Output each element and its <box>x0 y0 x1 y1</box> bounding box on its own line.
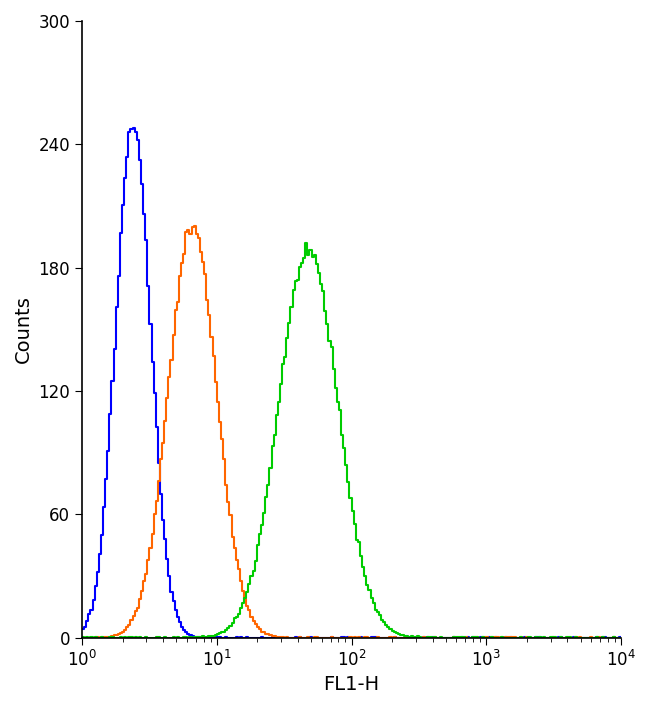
Y-axis label: Counts: Counts <box>14 295 33 363</box>
X-axis label: FL1-H: FL1-H <box>324 675 380 694</box>
